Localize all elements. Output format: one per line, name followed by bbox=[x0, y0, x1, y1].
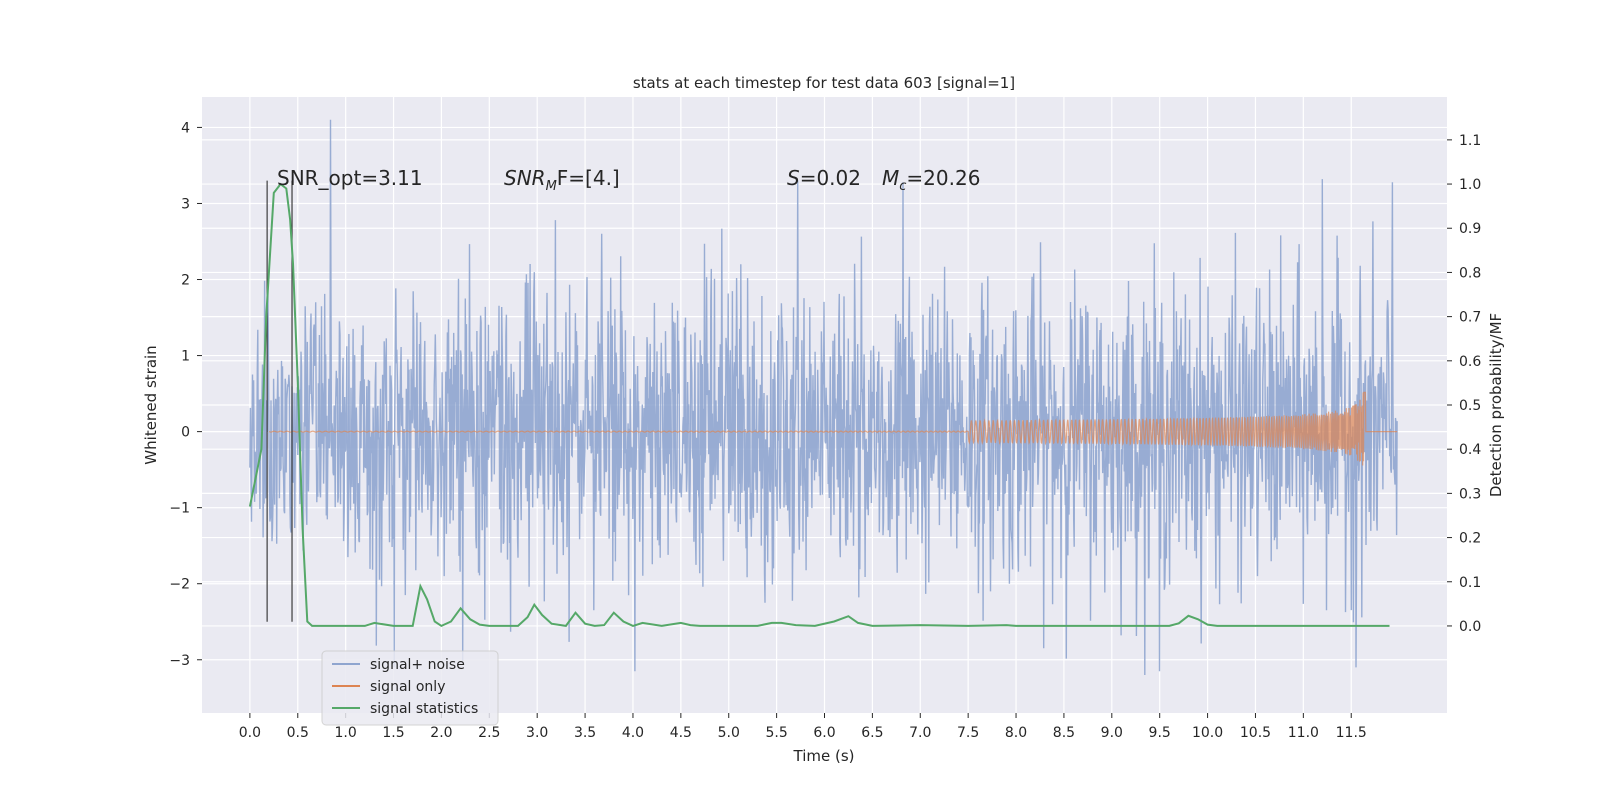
x-tick-label: 3.5 bbox=[574, 725, 596, 741]
x-tick-label: 2.5 bbox=[478, 725, 500, 741]
chart-title: stats at each timestep for test data 603… bbox=[633, 74, 1015, 92]
x-tick-label: 5.0 bbox=[718, 725, 740, 741]
signal-only-line bbox=[268, 391, 1398, 466]
x-tick-label: 0.0 bbox=[239, 725, 261, 741]
x-axis-label: Time (s) bbox=[793, 747, 855, 765]
y-axis-ticks: −3 −2 −1 0 1 2 3 4 bbox=[169, 120, 202, 669]
x-tick-label: 5.5 bbox=[765, 725, 787, 741]
signal-noise-line bbox=[249, 119, 1398, 676]
y2-tick-label: 0.3 bbox=[1459, 486, 1481, 502]
x-tick-label: 6.0 bbox=[813, 725, 835, 741]
y2-tick-label: 0.4 bbox=[1459, 442, 1481, 458]
x-tick-label: 9.5 bbox=[1149, 725, 1171, 741]
x-tick-label: 8.5 bbox=[1053, 725, 1075, 741]
s-symbol: S bbox=[787, 166, 800, 190]
x-tick-label: 1.0 bbox=[335, 725, 357, 741]
x-tick-label: 1.5 bbox=[382, 725, 404, 741]
x-tick-label: 3.0 bbox=[526, 725, 548, 741]
series-signal-only bbox=[268, 391, 1398, 466]
annotation-snr-opt: SNR_opt=3.11 bbox=[277, 166, 423, 190]
annotation-snr-mf: SNRMF=[4.] bbox=[504, 166, 620, 194]
x-tick-label: 4.0 bbox=[622, 725, 644, 741]
y2-tick-label: 0.0 bbox=[1459, 619, 1481, 635]
mc-value: =20.26 bbox=[906, 166, 980, 190]
x-tick-label: 4.5 bbox=[670, 725, 692, 741]
y-tick-label: 4 bbox=[181, 120, 190, 136]
y-tick-label: 2 bbox=[181, 273, 190, 289]
x-tick-label: 7.5 bbox=[957, 725, 979, 741]
y-tick-label: 3 bbox=[181, 196, 190, 212]
x-tick-label: 6.5 bbox=[861, 725, 883, 741]
series-signal-statistics bbox=[248, 182, 1390, 628]
x-tick-label: 11.0 bbox=[1288, 725, 1319, 741]
y-tick-label: −3 bbox=[169, 653, 190, 669]
series-signal-noise bbox=[249, 119, 1398, 676]
snr-mf-subscript: M bbox=[546, 179, 557, 194]
x-tick-label: 7.0 bbox=[909, 725, 931, 741]
y2-axis-label: Detection probability/MF bbox=[1487, 313, 1505, 497]
y-tick-label: 1 bbox=[181, 349, 190, 365]
signal-statistics-line bbox=[248, 182, 1390, 628]
y2-tick-label: 1.0 bbox=[1459, 177, 1481, 193]
legend-label-signal-noise: signal+ noise bbox=[370, 657, 465, 673]
mc-subscript: c bbox=[899, 179, 906, 194]
x-tick-label: 10.0 bbox=[1192, 725, 1223, 741]
x-tick-label: 10.5 bbox=[1240, 725, 1271, 741]
legend-label-signal-statistics: signal statistics bbox=[370, 701, 478, 717]
legend: signal+ noise signal only signal statist… bbox=[321, 650, 499, 726]
snr-mf-symbol: SNR bbox=[504, 166, 546, 190]
mc-symbol: M bbox=[882, 166, 899, 190]
y2-tick-label: 0.2 bbox=[1459, 531, 1481, 547]
legend-box bbox=[321, 650, 499, 726]
y2-tick-label: 0.1 bbox=[1459, 575, 1481, 591]
grid-right bbox=[202, 139, 1447, 627]
y-tick-label: −2 bbox=[169, 577, 190, 593]
annotation-s: S=0.02 bbox=[787, 166, 861, 190]
y-axis-label: Whitened strain bbox=[142, 345, 160, 464]
s-value: =0.02 bbox=[800, 166, 861, 190]
y-tick-label: 0 bbox=[181, 425, 190, 441]
y2-tick-label: 0.7 bbox=[1459, 310, 1481, 326]
x-tick-label: 2.0 bbox=[430, 725, 452, 741]
x-axis-ticks: 0.0 0.5 1.0 1.5 2.0 2.5 3.0 3.5 4.0 4.5 5.0 5.5 6.0 6… bbox=[239, 713, 1367, 741]
x-tick-label: 11.5 bbox=[1336, 725, 1367, 741]
x-tick-label: 8.0 bbox=[1005, 725, 1027, 741]
annotation-mc: Mc=20.26 bbox=[882, 166, 980, 194]
x-tick-label: 9.0 bbox=[1101, 725, 1123, 741]
y2-axis-ticks: 0.0 0.1 0.2 0.3 0.4 0.5 0.6 0.7 0.8 0.9 1.0 1.1 bbox=[1447, 133, 1481, 635]
legend-label-signal-only: signal only bbox=[370, 679, 445, 695]
y2-tick-label: 1.1 bbox=[1459, 133, 1481, 149]
snr-mf-value: F=[4.] bbox=[557, 166, 620, 190]
y2-tick-label: 0.5 bbox=[1459, 398, 1481, 414]
y2-tick-label: 0.9 bbox=[1459, 221, 1481, 237]
x-tick-label: 0.5 bbox=[287, 725, 309, 741]
y-tick-label: −1 bbox=[169, 501, 190, 517]
y2-tick-label: 0.8 bbox=[1459, 265, 1481, 281]
y2-tick-label: 0.6 bbox=[1459, 354, 1481, 370]
